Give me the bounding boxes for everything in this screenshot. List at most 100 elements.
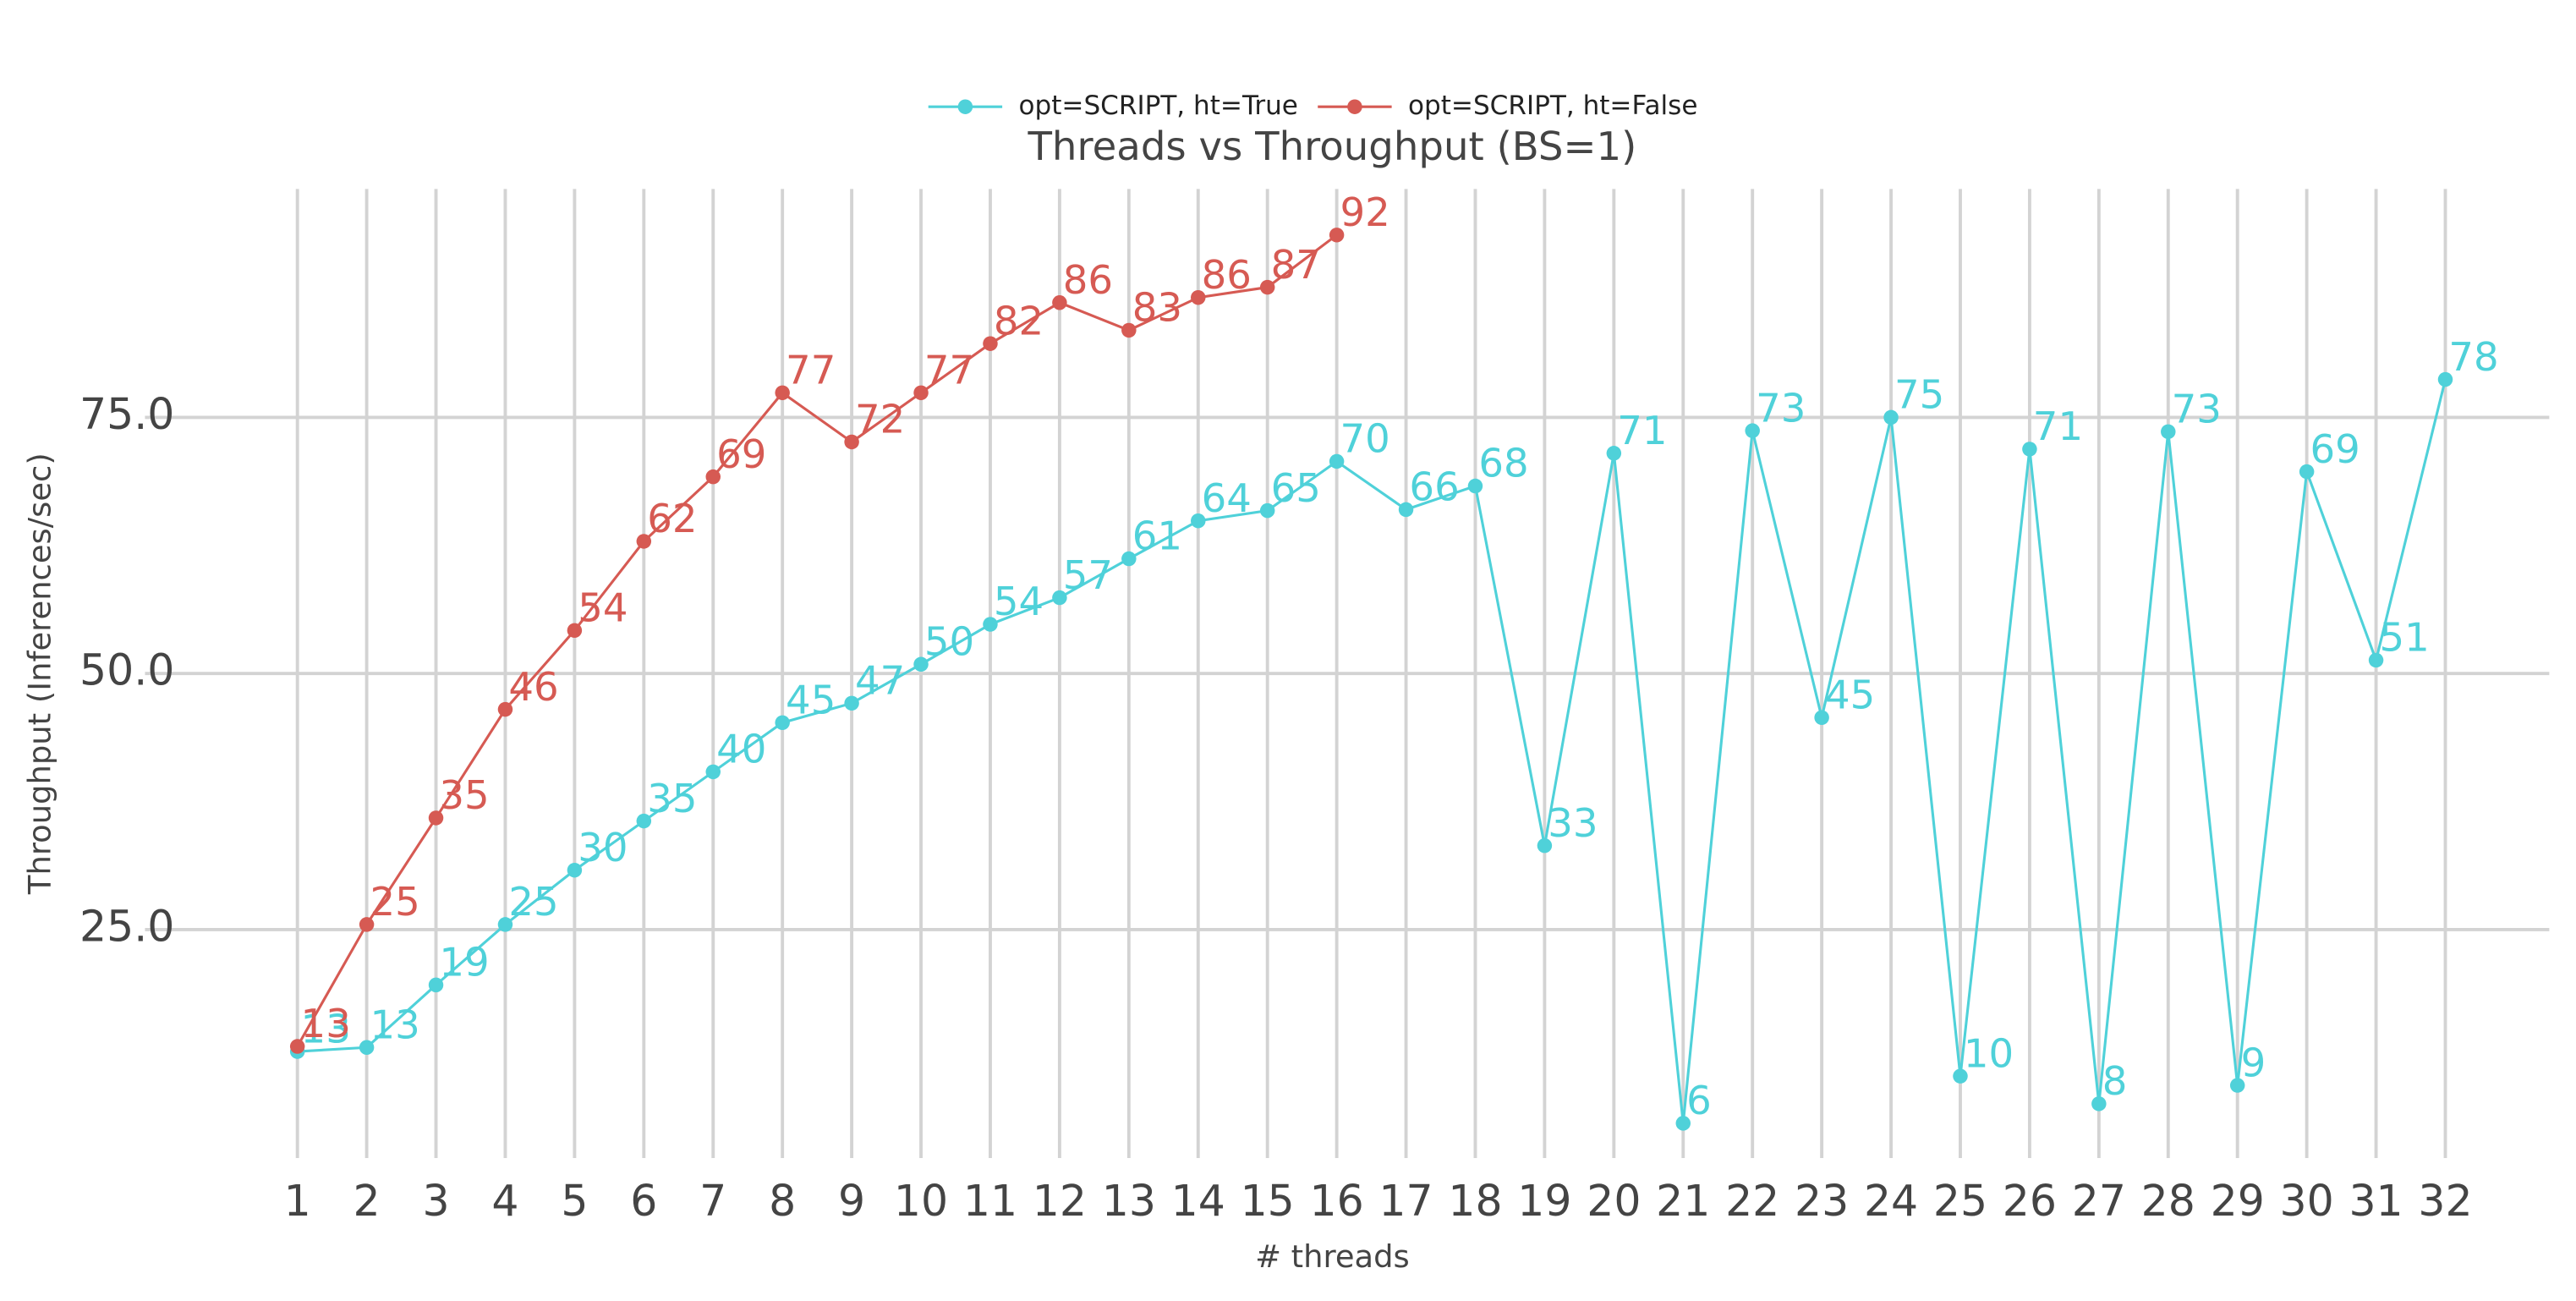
data-point	[2368, 652, 2384, 668]
data-point	[359, 1040, 375, 1055]
data-point	[1052, 295, 1067, 310]
data-point	[1052, 590, 1067, 606]
data-point	[428, 810, 444, 826]
data-point	[2161, 424, 2176, 440]
x-tick-label: 16	[1310, 1176, 1364, 1226]
x-tick-label: 9	[838, 1176, 865, 1226]
series-line	[297, 379, 2447, 1124]
legend-marker	[1347, 99, 1362, 114]
x-tick-label: 23	[1795, 1176, 1849, 1226]
data-point	[1745, 423, 1760, 438]
data-label: 69	[716, 431, 766, 477]
data-label: 78	[2448, 334, 2498, 380]
data-label: 92	[1340, 189, 1390, 235]
data-point	[1814, 710, 1829, 726]
data-point	[1953, 1068, 1968, 1084]
data-point	[567, 862, 583, 878]
series-line	[296, 233, 1338, 1047]
data-label: 77	[786, 348, 836, 393]
data-point	[775, 715, 790, 731]
data-label: 61	[1132, 513, 1182, 559]
x-tick-label: 31	[2349, 1176, 2403, 1226]
data-label: 86	[1202, 252, 1252, 298]
data-label: 45	[786, 678, 836, 723]
data-point	[844, 434, 859, 450]
x-tick-label: 25	[1933, 1176, 1987, 1226]
data-point	[2091, 1096, 2107, 1112]
data-label: 13	[301, 1001, 351, 1046]
data-point	[913, 656, 929, 672]
data-label: 73	[2172, 387, 2222, 432]
x-tick-label: 24	[1864, 1176, 1918, 1226]
data-point	[983, 336, 998, 351]
data-point	[359, 917, 375, 932]
x-tick-label: 26	[2003, 1176, 2057, 1226]
data-label: 50	[924, 618, 974, 664]
data-point	[636, 534, 652, 549]
data-point	[2437, 371, 2453, 387]
data-label: 10	[1964, 1030, 2014, 1076]
data-label: 65	[1271, 465, 1321, 511]
data-label: 51	[2379, 615, 2429, 661]
data-point	[1883, 409, 1899, 425]
x-tick-label: 4	[491, 1176, 518, 1226]
data-point	[1121, 551, 1137, 567]
x-tick-label: 22	[1725, 1176, 1779, 1226]
data-point	[1606, 446, 1622, 461]
x-tick-label: 13	[1102, 1176, 1156, 1226]
x-tick-label: 12	[1033, 1176, 1087, 1226]
data-point	[1191, 289, 1206, 305]
data-label: 13	[301, 1006, 351, 1051]
data-point	[1191, 513, 1206, 529]
x-tick-label: 14	[1171, 1176, 1225, 1226]
data-label: 69	[2310, 426, 2360, 472]
data-point	[705, 469, 721, 485]
data-point	[1467, 478, 1483, 494]
data-label: 54	[994, 579, 1044, 624]
data-label: 87	[1271, 242, 1321, 288]
x-tick-label: 19	[1517, 1176, 1571, 1226]
data-label: 64	[1202, 475, 1252, 521]
data-point	[497, 917, 513, 932]
data-point	[567, 623, 583, 639]
x-tick-label: 6	[630, 1176, 657, 1226]
data-label: 9	[2241, 1040, 2266, 1085]
data-label: 33	[1548, 800, 1598, 846]
data-label: 46	[508, 664, 558, 710]
y-tick-label: 25.0	[79, 901, 174, 951]
y-tick-label: 75.0	[79, 389, 174, 439]
data-label: 68	[1478, 441, 1528, 486]
x-tick-label: 28	[2141, 1176, 2195, 1226]
x-tick-label: 20	[1587, 1176, 1641, 1226]
data-point	[1259, 279, 1275, 295]
data-point	[428, 977, 444, 993]
x-tick-label: 27	[2072, 1176, 2126, 1226]
data-point	[2229, 1078, 2245, 1093]
data-point	[705, 764, 721, 780]
x-tick-label: 3	[422, 1176, 449, 1226]
data-point	[1121, 322, 1137, 338]
x-tick-label: 2	[354, 1176, 381, 1226]
data-label: 71	[2033, 403, 2083, 449]
x-tick-label: 10	[894, 1176, 948, 1226]
data-label: 25	[370, 879, 419, 925]
data-label: 8	[2102, 1058, 2128, 1104]
data-point	[2022, 442, 2037, 457]
data-label: 71	[1617, 408, 1667, 453]
data-label: 62	[647, 496, 697, 541]
data-label: 77	[924, 348, 974, 393]
data-label: 13	[370, 1002, 419, 1047]
x-tick-label: 17	[1378, 1176, 1433, 1226]
data-point	[983, 617, 998, 632]
data-point	[775, 385, 790, 401]
data-point	[1675, 1116, 1691, 1131]
data-label: 57	[1063, 552, 1113, 598]
x-tick-label: 11	[963, 1176, 1017, 1226]
data-point	[1329, 453, 1345, 469]
data-point	[844, 695, 859, 711]
data-label: 86	[1063, 257, 1113, 303]
data-label: 54	[578, 585, 628, 631]
x-tick-label: 30	[2280, 1176, 2334, 1226]
data-label: 73	[1756, 385, 1806, 431]
y-axis-label: Throughput (Inferences/sec)	[22, 453, 58, 895]
